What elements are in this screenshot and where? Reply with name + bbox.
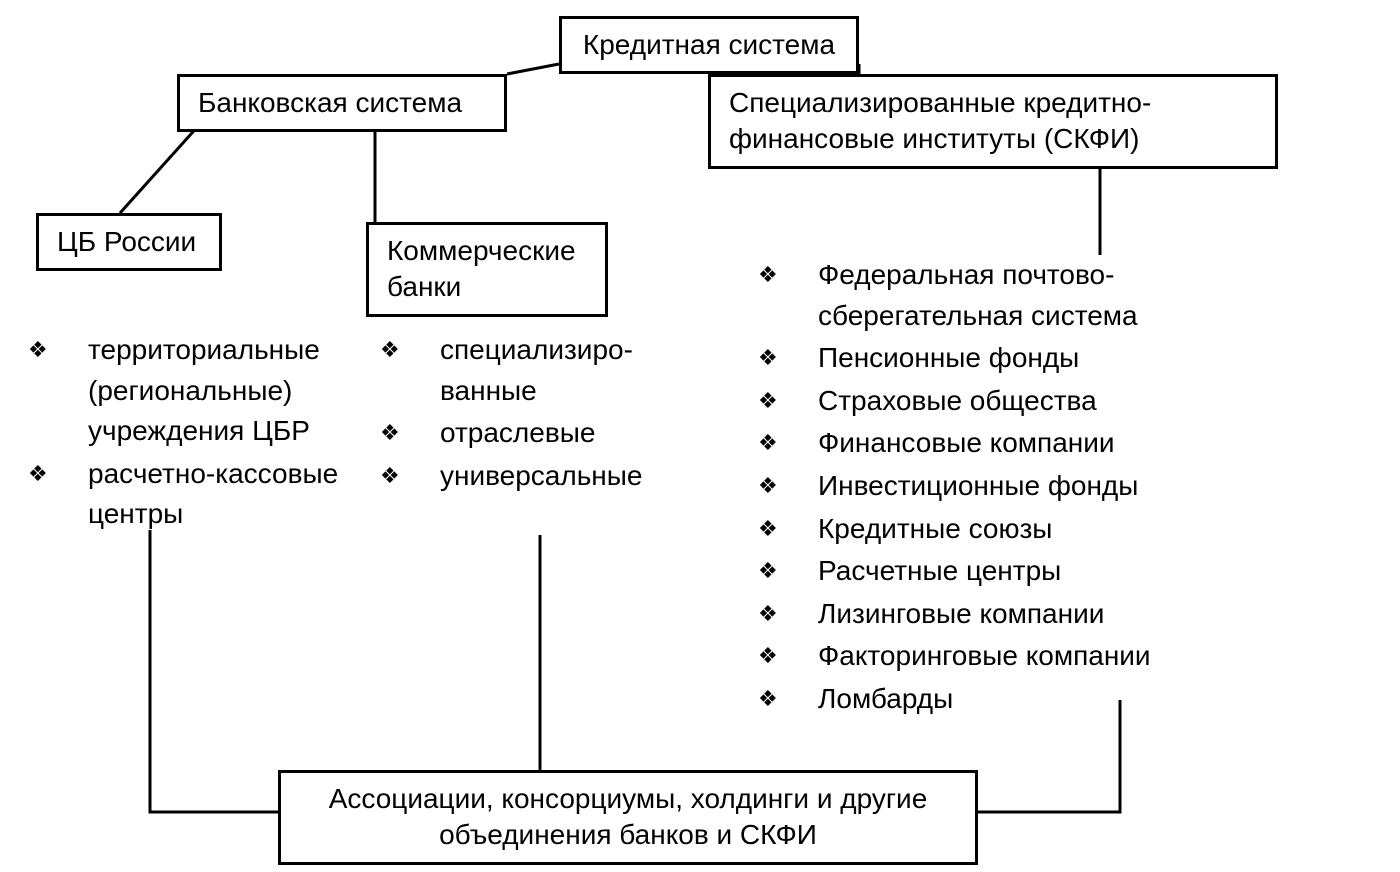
node-root-label: Кредитная система <box>583 29 835 60</box>
list-item: ❖Инвестиционные фонды <box>758 466 1318 507</box>
list-item-label: специализиро-ванные <box>440 330 690 411</box>
list-item: ❖Пенсионные фонды <box>758 338 1318 379</box>
list-item-label: Расчетные центры <box>818 551 1318 592</box>
list-item-label: Факторинговые компании <box>818 636 1318 677</box>
diamond-bullet-icon: ❖ <box>758 338 818 374</box>
list-item-label: универсальные <box>440 456 690 497</box>
node-skfi-label-2: финансовые институты (СКФИ) <box>729 123 1139 154</box>
connector-line <box>120 124 200 213</box>
diamond-bullet-icon: ❖ <box>758 594 818 630</box>
list-item: ❖Ломбарды <box>758 679 1318 720</box>
node-commercial: Коммерческие банки <box>366 222 608 317</box>
diamond-bullet-icon: ❖ <box>758 466 818 502</box>
list-item-label: Страховые общества <box>818 381 1318 422</box>
list-item: ❖Страховые общества <box>758 381 1318 422</box>
list-item: ❖Расчетные центры <box>758 551 1318 592</box>
list-item: ❖Финансовые компании <box>758 423 1318 464</box>
diamond-bullet-icon: ❖ <box>758 636 818 672</box>
node-root: Кредитная система <box>559 16 859 74</box>
diamond-bullet-icon: ❖ <box>28 454 88 490</box>
bullet-list-commercial: ❖специализиро-ванные❖отраслевые❖универса… <box>380 330 690 498</box>
list-item: ❖расчетно-кассовые центры <box>28 454 358 535</box>
node-skfi: Специализированные кредитно- финансовые … <box>708 74 1278 169</box>
list-item-label: Инвестиционные фонды <box>818 466 1318 507</box>
diamond-bullet-icon: ❖ <box>758 381 818 417</box>
list-item: ❖Кредитные союзы <box>758 509 1318 550</box>
list-item-label: Лизинговые компании <box>818 594 1318 635</box>
node-cbr: ЦБ России <box>36 213 222 271</box>
list-item-label: Ломбарды <box>818 679 1318 720</box>
list-item: ❖Федеральная почтово-сберегательная сист… <box>758 255 1318 336</box>
node-cbr-label: ЦБ России <box>57 226 196 257</box>
list-item-label: Кредитные союзы <box>818 509 1318 550</box>
node-commercial-label-1: Коммерческие <box>387 235 576 266</box>
list-item-label: Пенсионные фонды <box>818 338 1318 379</box>
node-assoc-label-2: объединения банков и СКФИ <box>439 819 817 850</box>
node-assoc: Ассоциации, консорциумы, холдинги и друг… <box>278 770 978 865</box>
diamond-bullet-icon: ❖ <box>28 330 88 366</box>
list-item: ❖универсальные <box>380 456 690 497</box>
node-commercial-label-2: банки <box>387 271 461 302</box>
list-item-label: Финансовые компании <box>818 423 1318 464</box>
diamond-bullet-icon: ❖ <box>758 423 818 459</box>
list-item-label: расчетно-кассовые центры <box>88 454 358 535</box>
node-banking: Банковская система <box>177 74 507 132</box>
list-item-label: территориальные (региональные) учреждени… <box>88 330 358 452</box>
diamond-bullet-icon: ❖ <box>380 330 440 366</box>
node-banking-label: Банковская система <box>198 87 462 118</box>
list-item-label: отраслевые <box>440 413 690 454</box>
list-item: ❖Факторинговые компании <box>758 636 1318 677</box>
diamond-bullet-icon: ❖ <box>758 551 818 587</box>
diamond-bullet-icon: ❖ <box>380 456 440 492</box>
connector-line <box>150 530 278 812</box>
list-item: ❖Лизинговые компании <box>758 594 1318 635</box>
list-item: ❖специализиро-ванные <box>380 330 690 411</box>
list-item-label: Федеральная почтово-сберегательная систе… <box>818 255 1318 336</box>
diamond-bullet-icon: ❖ <box>758 255 818 291</box>
diamond-bullet-icon: ❖ <box>380 413 440 449</box>
bullet-list-cbr: ❖территориальные (региональные) учрежден… <box>28 330 358 537</box>
diamond-bullet-icon: ❖ <box>758 509 818 545</box>
list-item: ❖территориальные (региональные) учрежден… <box>28 330 358 452</box>
connector-line <box>507 64 559 74</box>
node-assoc-label-1: Ассоциации, консорциумы, холдинги и друг… <box>329 783 928 814</box>
list-item: ❖отраслевые <box>380 413 690 454</box>
node-skfi-label-1: Специализированные кредитно- <box>729 87 1151 118</box>
bullet-list-skfi: ❖Федеральная почтово-сберегательная сист… <box>758 255 1318 722</box>
diamond-bullet-icon: ❖ <box>758 679 818 715</box>
